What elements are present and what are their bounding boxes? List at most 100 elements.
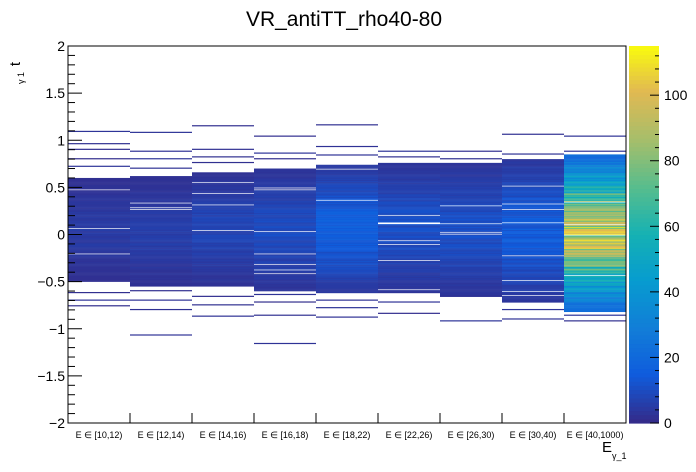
heatmap-cell (130, 334, 192, 336)
heatmap-cell (254, 293, 316, 296)
heatmap-cell (254, 213, 316, 215)
heatmap-cell (502, 247, 564, 249)
heatmap-cell (130, 192, 192, 194)
color-scale-bar (629, 46, 659, 424)
color-scale-step (629, 263, 659, 269)
heatmap-cell (68, 207, 130, 209)
heatmap-cell (564, 169, 626, 171)
heatmap-cell (378, 269, 440, 271)
heatmap-cell (254, 265, 316, 267)
heatmap-cell (564, 156, 626, 158)
heatmap-cell (564, 290, 626, 292)
heatmap-cell (564, 243, 626, 246)
heatmap-cell (440, 252, 502, 254)
color-scale-step (629, 259, 659, 265)
heatmap-cell (564, 296, 626, 298)
heatmap-cell (130, 265, 192, 267)
heatmap-cell (316, 271, 378, 273)
heatmap-cell (440, 177, 502, 180)
heatmap-cell (316, 145, 378, 148)
heatmap-cell (378, 232, 440, 234)
heatmap-cell (316, 254, 378, 256)
heatmap-cell (378, 204, 440, 206)
heatmap-cell (378, 189, 440, 191)
heatmap-cell (130, 220, 192, 222)
heatmap-cell (254, 209, 316, 211)
heatmap-cell (564, 273, 626, 275)
heatmap-cell (316, 307, 378, 309)
heatmap-cell (502, 226, 564, 229)
heatmap-cell (254, 209, 316, 212)
x-axis: E ∈ [10,12) E ∈ [12,14) E ∈ [14,16) E ∈ [16… (67, 413, 627, 440)
heatmap-cell (192, 244, 254, 247)
heatmap-cell (440, 271, 502, 273)
heatmap-cell (192, 241, 254, 243)
heatmap-cell (440, 320, 502, 322)
heatmap-cell (192, 253, 254, 255)
heatmap-cell (378, 235, 440, 237)
heatmap-cell (254, 195, 316, 198)
heatmap-cell (68, 265, 130, 267)
heatmap-cell (564, 226, 626, 228)
heatmap-cell (254, 173, 316, 175)
heatmap-cell (502, 287, 564, 289)
heatmap-cell (192, 177, 254, 180)
heatmap-cell (502, 282, 564, 284)
heatmap-cell (68, 248, 130, 250)
heatmap-cell (440, 228, 502, 231)
heatmap-cell (68, 184, 130, 186)
heatmap-cell (68, 268, 130, 270)
heatmap-cell (316, 281, 378, 283)
y-tick-label: 0 (57, 227, 65, 243)
heatmap-cell (564, 188, 626, 190)
heatmap-cell (68, 299, 130, 301)
heatmap-column (68, 130, 130, 307)
heatmap-cell (564, 237, 626, 239)
heatmap-cell (130, 276, 192, 279)
heatmap-cell (502, 217, 564, 219)
heatmap-cell (316, 291, 378, 293)
heatmap-cell (68, 210, 130, 213)
heatmap-cell (564, 276, 626, 279)
heatmap-cell (68, 241, 130, 243)
heatmap-cell (440, 193, 502, 195)
heatmap-cell (192, 176, 254, 178)
heatmap-cell (502, 275, 564, 277)
x-axis-label: E (602, 439, 612, 456)
heatmap-cell (192, 249, 254, 251)
heatmap-cell (192, 209, 254, 211)
heatmap-cell (440, 282, 502, 284)
heatmap-cell (192, 279, 254, 281)
heatmap-cell (254, 301, 316, 303)
heatmap-cell (192, 226, 254, 229)
color-scale-step (629, 339, 659, 345)
heatmap-cell (192, 219, 254, 221)
heatmap-cell (192, 193, 254, 196)
heatmap-cell (316, 223, 378, 225)
heatmap-cell (254, 241, 316, 243)
heatmap-cell (254, 186, 316, 188)
heatmap-cell (130, 266, 192, 268)
heatmap-cell (68, 255, 130, 257)
heatmap-cell (564, 226, 626, 229)
heatmap-cell (502, 160, 564, 162)
heatmap-cell (502, 177, 564, 179)
heatmap-cell (130, 188, 192, 190)
heatmap-cell (502, 246, 564, 248)
heatmap-cell (564, 246, 626, 248)
heatmap-cell (502, 168, 564, 170)
y-tick-label: −1 (49, 321, 65, 337)
heatmap-cell (192, 183, 254, 185)
heatmap-cell (378, 156, 440, 158)
heatmap-cell (316, 173, 378, 175)
heatmap-cell (564, 303, 626, 305)
heatmap-cell (564, 242, 626, 245)
heatmap-cell (502, 248, 564, 250)
heatmap-cell (68, 179, 130, 182)
heatmap-cell (192, 280, 254, 282)
heatmap-cell (440, 166, 502, 168)
heatmap-cell (502, 280, 564, 282)
heatmap-cell (564, 166, 626, 168)
heatmap-cell (254, 235, 316, 237)
heatmap-cell (502, 254, 564, 256)
